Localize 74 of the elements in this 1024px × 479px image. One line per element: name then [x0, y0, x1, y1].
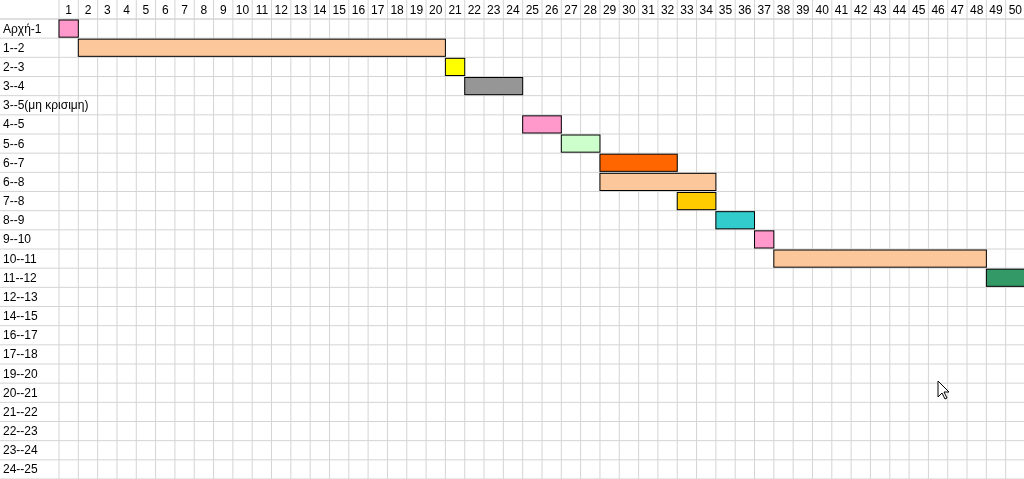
x-tick-label: 47: [950, 3, 965, 17]
x-tick-label: 50: [1008, 3, 1023, 17]
x-tick-label: 19: [409, 3, 424, 17]
y-tick-label: 17--18: [3, 347, 39, 362]
x-tick-label: 26: [544, 3, 559, 17]
y-tick-label: 16--17: [3, 328, 39, 343]
x-tick-label: 16: [351, 3, 366, 17]
x-tick-label: 15: [332, 3, 347, 17]
x-tick-label: 7: [181, 3, 189, 17]
y-tick-label: 12--13: [3, 289, 39, 304]
x-tick-label: 30: [622, 3, 636, 17]
x-tick-label: 11: [255, 3, 269, 17]
y-tick-label: 24--25: [3, 462, 39, 477]
y-tick-label: 23--24: [3, 443, 39, 458]
x-tick-label: 32: [660, 3, 675, 17]
x-tick-label: 12: [274, 3, 289, 17]
x-tick-label: 41: [834, 3, 849, 17]
y-tick-label: 22--23: [3, 424, 39, 439]
x-tick-label: 39: [796, 3, 810, 17]
x-tick-label: 49: [989, 3, 1004, 17]
x-tick-label: 29: [602, 3, 617, 17]
x-tick-label: 13: [293, 3, 308, 17]
y-tick-label: 21--22: [3, 404, 39, 419]
x-tick-label: 48: [970, 3, 984, 17]
x-tick-label: 6: [161, 3, 169, 17]
y-tick-label: 5--6: [3, 136, 25, 151]
y-tick-label: 1--2: [3, 40, 25, 55]
x-tick-label: 3: [103, 3, 111, 17]
x-tick-label: 25: [525, 3, 540, 17]
x-tick-label: 34: [699, 3, 714, 17]
y-tick-label: 19--20: [3, 366, 39, 381]
x-tick-label: 22: [467, 3, 482, 17]
x-tick-label: 10: [235, 3, 250, 17]
x-tick-label: 44: [892, 3, 907, 17]
x-tick-label: 27: [564, 3, 578, 17]
x-tick-label: 38: [776, 3, 791, 17]
x-tick-label: 24: [506, 3, 521, 17]
x-tick-label: 40: [815, 3, 830, 17]
x-tick-label: 28: [583, 3, 598, 17]
y-tick-label: 8--9: [3, 213, 25, 228]
y-tick-label: 14--15: [3, 309, 39, 324]
x-tick-label: 9: [219, 3, 227, 17]
x-tick-label: 33: [680, 3, 694, 17]
y-tick-label: 6--7: [3, 155, 25, 170]
x-tick-label: 1: [65, 3, 73, 17]
y-tick-label: 4--5: [3, 117, 25, 132]
y-tick-label: 10--11: [3, 251, 38, 266]
x-tick-label: 23: [487, 3, 501, 17]
x-tick-label: 35: [718, 3, 733, 17]
x-tick-label: 31: [641, 3, 656, 17]
x-tick-label: 2: [84, 3, 92, 17]
y-tick-label: 20--21: [3, 385, 39, 400]
y-tick-label: 2--3: [3, 59, 25, 74]
x-tick-label: 36: [738, 3, 752, 17]
x-tick-label: 4: [123, 3, 131, 17]
y-tick-label: 3--4: [3, 79, 25, 94]
y-tick-label: 9--10: [3, 232, 32, 247]
y-tick-label: Αρχή-1: [3, 21, 42, 36]
x-tick-label: 37: [757, 3, 772, 17]
x-tick-label: 43: [873, 3, 888, 17]
x-tick-label: 17: [371, 3, 385, 17]
x-tick-label: 46: [931, 3, 946, 17]
y-tick-label: 3--5(μη κρισιμη): [3, 98, 89, 113]
x-tick-label: 20: [429, 3, 443, 17]
x-tick-label: 42: [854, 3, 868, 17]
y-tick-label: 6--8: [3, 174, 25, 189]
x-tick-label: 5: [142, 3, 150, 17]
x-tick-label: 14: [313, 3, 327, 17]
x-tick-label: 21: [448, 3, 463, 17]
x-tick-label: 45: [912, 3, 926, 17]
x-tick-label: 8: [200, 3, 208, 17]
x-tick-label: 18: [390, 3, 405, 17]
y-tick-label: 7--8: [3, 194, 25, 209]
y-tick-label: 11--12: [3, 270, 38, 285]
